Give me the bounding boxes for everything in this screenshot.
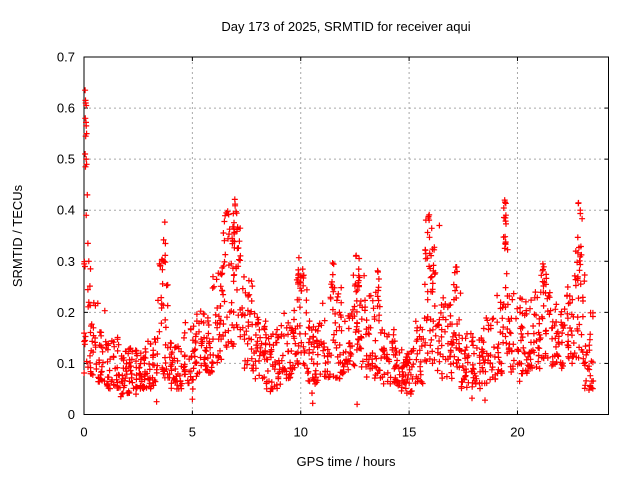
x-tick-label: 15 (402, 425, 416, 440)
y-tick-label: 0.6 (57, 101, 75, 116)
y-tick-label: 0.1 (57, 356, 75, 371)
chart-title: Day 173 of 2025, SRMTID for receiver aqu… (221, 19, 470, 34)
axis-frame (83, 56, 609, 415)
x-tick-label: 10 (294, 425, 308, 440)
x-tick-label: 0 (80, 425, 87, 440)
data-points (81, 87, 597, 408)
y-tick-label: 0 (68, 407, 75, 422)
x-axis-label: GPS time / hours (297, 454, 396, 469)
y-tick-label: 0.7 (57, 50, 75, 65)
x-tick-label: 20 (510, 425, 524, 440)
y-tick-label: 0.4 (57, 203, 75, 218)
y-axis-label: SRMTID / TECUs (10, 184, 25, 287)
y-tick-label: 0.2 (57, 305, 75, 320)
y-tick-label: 0.5 (57, 152, 75, 167)
scatter-markers (81, 87, 597, 408)
y-tick-label: 0.3 (57, 254, 75, 269)
tick-labels: 0 5 10 15 20 0 0.1 0.2 0.3 0.4 0.5 0.6 0.7 (57, 50, 525, 440)
x-tick-label: 5 (189, 425, 196, 440)
